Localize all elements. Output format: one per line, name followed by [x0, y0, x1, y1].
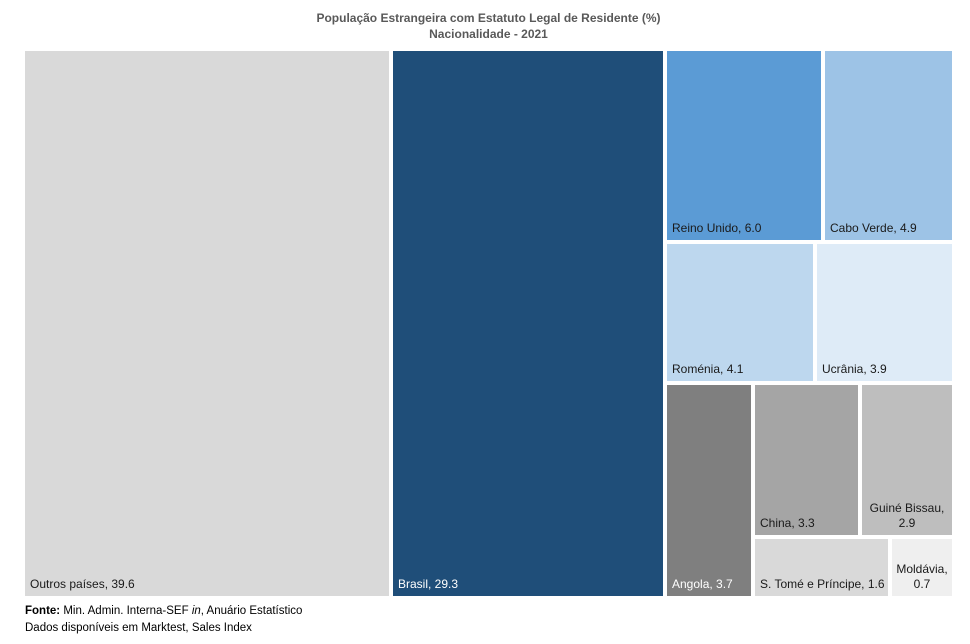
cell-label: Angola, 3.7 — [672, 577, 733, 591]
cell-label: Guiné Bissau, — [869, 501, 945, 515]
cell-label: Brasil, 29.3 — [398, 577, 459, 591]
treemap-cell-s-tome-e-principe: S. Tomé e Príncipe, 1.6 — [755, 539, 888, 596]
treemap-cell-guine-bissau: Guiné Bissau, 2.9 — [862, 385, 952, 535]
treemap-cell-china: China, 3.3 — [755, 385, 858, 535]
cell-label: 0.7 — [913, 577, 931, 591]
source-line-1: Fonte: Min. Admin. Interna-SEF in, Anuár… — [25, 605, 303, 617]
cell-label: 2.9 — [898, 516, 916, 530]
chart-title: População Estrangeira com Estatuto Legal… — [316, 11, 661, 25]
cell-label: Ucrânia, 3.9 — [822, 362, 887, 376]
treemap-cell-outros-paises: Outros países, 39.6 — [25, 51, 389, 596]
source-line-2: Dados disponíveis em Marktest, Sales Ind… — [25, 622, 252, 634]
cell-label: China, 3.3 — [760, 516, 815, 530]
source-note: Fonte: Min. Admin. Interna-SEF in, Anuár… — [25, 603, 302, 637]
treemap-cell-reino-unido: Reino Unido, 6.0 — [667, 51, 821, 240]
cell-label: Reino Unido, 6.0 — [672, 221, 762, 235]
treemap-cell-brasil: Brasil, 29.3 — [393, 51, 663, 596]
source-label: Fonte: — [25, 605, 61, 617]
cell-label: Roménia, 4.1 — [672, 362, 744, 376]
chart-subtitle: Nacionalidade - 2021 — [429, 27, 548, 41]
chart-title-block: População Estrangeira com Estatuto Legal… — [25, 10, 952, 42]
treemap-cell-romenia: Roménia, 4.1 — [667, 244, 813, 381]
treemap-cell-moldavia: Moldávia, 0.7 — [892, 539, 952, 596]
cell-label: Outros países, 39.6 — [30, 577, 135, 591]
cell-label: S. Tomé e Príncipe, 1.6 — [760, 577, 885, 591]
treemap-cell-ucrania: Ucrânia, 3.9 — [817, 244, 952, 381]
cell-label: Cabo Verde, 4.9 — [830, 221, 917, 235]
treemap-cell-angola: Angola, 3.7 — [667, 385, 751, 596]
treemap-cell-cabo-verde: Cabo Verde, 4.9 — [825, 51, 952, 240]
cell-label: Moldávia, — [896, 562, 948, 576]
